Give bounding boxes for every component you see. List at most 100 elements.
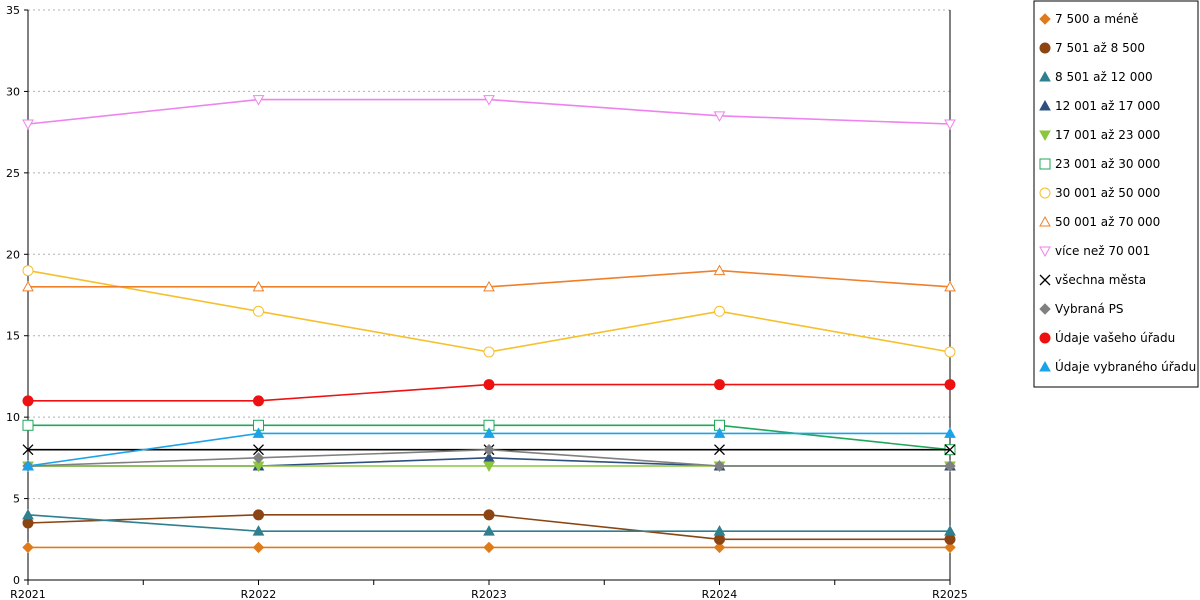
data-point [22, 119, 34, 131]
x-tick-label: R2024 [702, 588, 738, 600]
data-point [944, 533, 956, 545]
data-point [483, 509, 495, 521]
series-10 [22, 444, 956, 472]
data-point [714, 444, 725, 456]
data-point [483, 427, 495, 438]
data-point [252, 525, 265, 536]
legend-marker [1039, 215, 1051, 227]
y-tick-label: 30 [6, 85, 20, 98]
data-point [22, 419, 34, 431]
data-point [483, 280, 495, 292]
data-point [483, 541, 495, 554]
data-point [483, 461, 495, 473]
legend-marker [1039, 158, 1051, 170]
data-point [483, 95, 495, 106]
series-6 [22, 265, 956, 358]
y-tick-label: 25 [6, 167, 20, 180]
data-point [713, 460, 726, 472]
data-point [944, 427, 956, 438]
data-point [944, 280, 956, 292]
series-2 [22, 508, 956, 536]
legend-item: 12 001 až 17 000 [1039, 99, 1160, 113]
data-point [944, 525, 956, 536]
grid-lines [28, 9, 950, 500]
legend-item: 7 501 až 8 500 [1039, 41, 1145, 55]
legend-label: Údaje vašeho úřadu [1055, 330, 1175, 345]
legend-marker [1039, 13, 1051, 25]
legend-label: Údaje vybraného úřadu [1055, 359, 1196, 374]
data-point [252, 280, 265, 292]
data-point [253, 395, 264, 407]
data-point [22, 444, 34, 456]
series-8 [22, 95, 956, 131]
legend-marker [1039, 332, 1051, 344]
data-point [944, 444, 956, 456]
data-point [944, 460, 956, 472]
data-point [713, 427, 726, 438]
legend-label: 50 001 až 70 000 [1055, 215, 1160, 229]
data-point [483, 346, 495, 358]
data-point [253, 444, 264, 456]
legend-item: 30 001 až 50 000 [1039, 186, 1160, 200]
data-point [22, 508, 34, 520]
y-tick-label: 5 [13, 493, 20, 506]
data-point [944, 379, 956, 391]
legend-marker [1039, 274, 1051, 286]
series-11 [22, 379, 956, 407]
y-tick-label: 35 [6, 4, 20, 17]
legend-marker [1039, 130, 1051, 142]
legend-item: více než 70 001 [1039, 244, 1150, 258]
series-12 [22, 427, 956, 471]
data-point [944, 119, 956, 131]
data-point [252, 95, 265, 106]
legend-label: všechna města [1055, 273, 1146, 287]
data-point [944, 541, 956, 554]
data-point [22, 395, 34, 407]
data-point [22, 265, 34, 277]
legend-item: všechna města [1039, 273, 1146, 287]
legend-marker [1039, 303, 1051, 315]
legend-label: 8 501 až 12 000 [1055, 70, 1153, 84]
data-point [714, 379, 725, 391]
legend-label: 7 500 a méně [1055, 12, 1138, 26]
legend-item: 7 500 a méně [1039, 12, 1138, 26]
series-0 [22, 541, 956, 554]
legend: 7 500 a méně 7 501 až 8 500 8 501 až 12 00… [1033, 0, 1199, 388]
data-point [483, 525, 495, 536]
legend-marker [1039, 42, 1051, 54]
legend-item: Údaje vybraného úřadu [1039, 359, 1196, 374]
y-tick-label: 15 [6, 330, 20, 343]
data-point [22, 541, 34, 554]
y-tick-label: 0 [13, 574, 20, 587]
legend-item: 17 001 až 23 000 [1039, 128, 1160, 142]
series-7 [22, 264, 956, 292]
data-point [253, 509, 264, 521]
legend-box [1033, 0, 1199, 388]
x-tick-label: R2021 [10, 588, 46, 600]
legend-item: 8 501 až 12 000 [1039, 70, 1153, 84]
legend-item: 23 001 až 30 000 [1039, 157, 1160, 171]
legend-marker [1039, 187, 1051, 199]
data-point [252, 541, 265, 554]
data-point [944, 346, 956, 358]
y-tick-label: 10 [6, 411, 20, 424]
legend-label: 17 001 až 23 000 [1055, 128, 1160, 142]
data-point [713, 264, 726, 276]
y-tick-label: 20 [6, 248, 20, 261]
x-tick-label: R2022 [241, 588, 277, 600]
x-tick-label: R2025 [932, 588, 968, 600]
legend-label: 23 001 až 30 000 [1055, 157, 1160, 171]
data-point [483, 379, 495, 391]
axes: 0 5 10 15 20 25 30 35 R2021 R2022 R2023 R2024 R2025 [6, 4, 968, 600]
data-point [253, 305, 264, 317]
legend-marker [1039, 246, 1051, 258]
x-tick-label: R2023 [471, 588, 507, 600]
legend-item: Údaje vašeho úřadu [1039, 330, 1175, 345]
legend-label: více než 70 001 [1055, 244, 1150, 258]
series-group [22, 95, 956, 554]
legend-label: Vybraná PS [1055, 302, 1124, 316]
data-point [713, 541, 726, 554]
data-point [252, 427, 265, 438]
data-point [22, 459, 34, 471]
